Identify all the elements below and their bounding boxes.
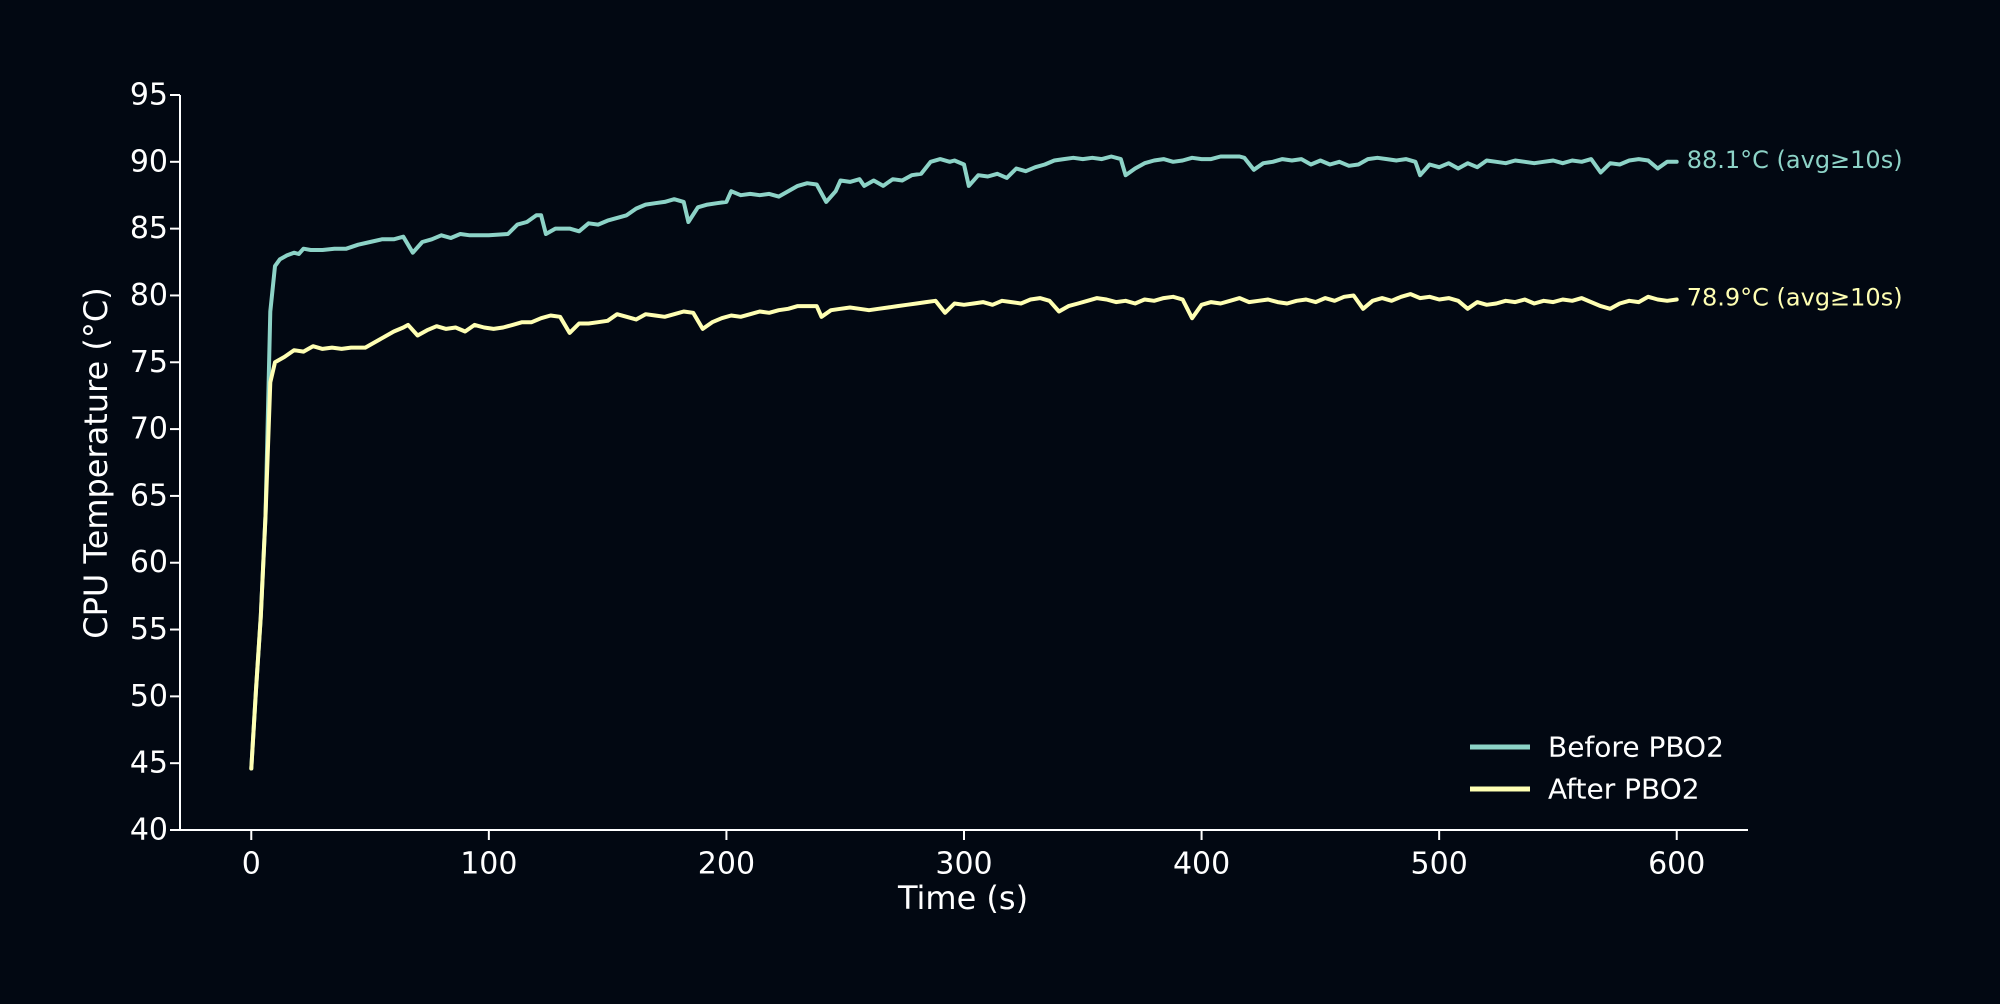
y-tick-label: 80 (130, 278, 168, 313)
legend-label: Before PBO2 (1548, 731, 1724, 764)
series-line-after (249, 292, 1679, 771)
x-axis-ticks: 0 100 200 300 400 500 600 (242, 830, 1705, 882)
x-tick-label: 100 (460, 847, 517, 882)
y-tick-label: 55 (130, 612, 168, 647)
y-tick-label: 40 (130, 813, 168, 848)
y-tick-label: 85 (130, 211, 168, 246)
series-line-before (249, 154, 1679, 771)
x-tick-label: 200 (698, 847, 755, 882)
x-tick-label: 500 (1411, 847, 1468, 882)
y-tick-label: 45 (130, 746, 168, 781)
legend-label: After PBO2 (1548, 773, 1700, 806)
series-end-label: 78.9°C (avg≥10s) (1687, 283, 1903, 311)
series-layer: 88.1°C (avg≥10s) 78.9°C (avg≥10s) (249, 146, 1903, 771)
y-tick-label: 50 (130, 679, 168, 714)
y-axis-label: CPU Temperature (°C) (77, 287, 115, 638)
x-tick-label: 400 (1173, 847, 1230, 882)
y-axis-ticks: 40 45 50 55 60 65 70 75 80 85 90 95 (130, 78, 180, 848)
axes (179, 95, 1748, 831)
y-tick-label: 65 (130, 478, 168, 513)
x-axis-label: Time (s) (897, 879, 1028, 917)
x-tick-label: 600 (1648, 847, 1705, 882)
series-end-label: 88.1°C (avg≥10s) (1687, 146, 1903, 174)
y-tick-label: 60 (130, 545, 168, 580)
y-tick-label: 95 (130, 78, 168, 113)
legend: Before PBO2 After PBO2 (1470, 731, 1724, 806)
y-tick-label: 70 (130, 412, 168, 447)
x-tick-label: 0 (242, 847, 261, 882)
y-tick-label: 75 (130, 345, 168, 380)
y-tick-label: 90 (130, 144, 168, 179)
x-tick-label: 300 (935, 847, 992, 882)
